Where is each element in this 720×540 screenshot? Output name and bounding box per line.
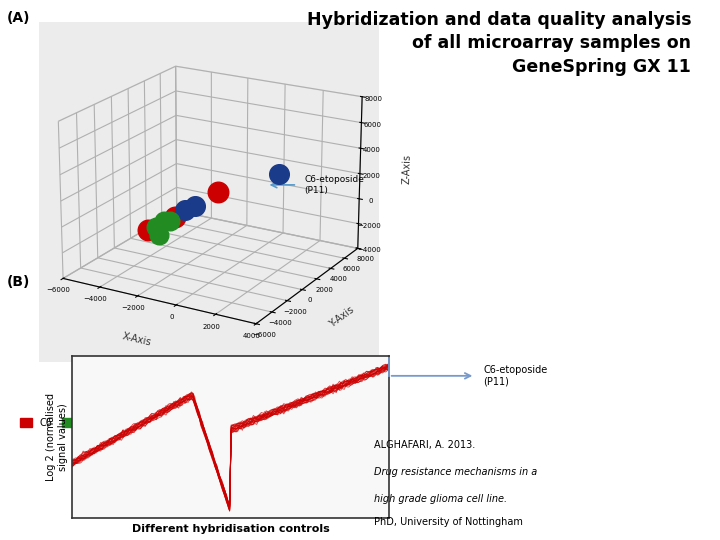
Text: high grade glioma cell line.: high grade glioma cell line. bbox=[374, 494, 508, 504]
Text: Hybridization and data quality analysis
of all microarray samples on
GeneSpring : Hybridization and data quality analysis … bbox=[307, 11, 691, 76]
Text: (A): (A) bbox=[7, 11, 31, 25]
Text: Drug resistance mechanisms in a: Drug resistance mechanisms in a bbox=[374, 468, 538, 477]
Y-axis label: Y-Axis: Y-Axis bbox=[327, 304, 356, 329]
X-axis label: Different hybridisation controls: Different hybridisation controls bbox=[132, 524, 329, 534]
Text: C6-etoposide
(P11): C6-etoposide (P11) bbox=[483, 365, 547, 387]
Y-axis label: Log 2 (normalised
signal values): Log 2 (normalised signal values) bbox=[46, 394, 68, 481]
X-axis label: X-Axis: X-Axis bbox=[122, 331, 153, 348]
Text: (B): (B) bbox=[7, 275, 30, 289]
Text: PhD, University of Nottingham: PhD, University of Nottingham bbox=[374, 517, 523, 528]
Text: C6-etoposide
(P11): C6-etoposide (P11) bbox=[304, 175, 364, 194]
Text: ALGHAFARI, A. 2013.: ALGHAFARI, A. 2013. bbox=[374, 440, 479, 450]
Legend: C6, C6-Irinotecan, C6-Etoposide: C6, C6-Irinotecan, C6-Etoposide bbox=[17, 414, 245, 432]
